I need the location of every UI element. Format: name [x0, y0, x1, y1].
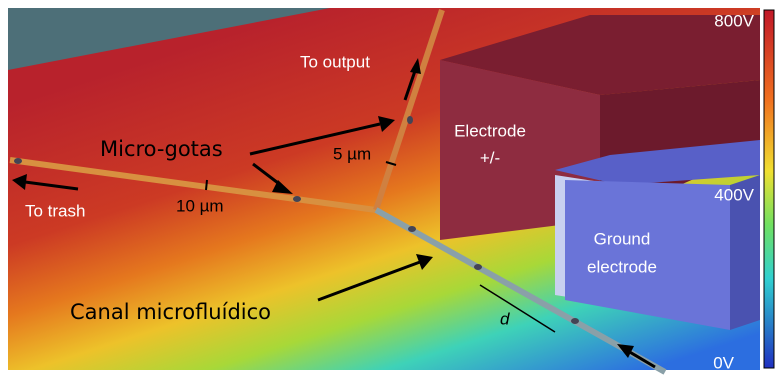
figure: 800V 400V 0V To output Electrode +/- Mic…: [0, 0, 777, 375]
label: Micro-gotas: [100, 137, 223, 161]
page: 800V 400V 0V To output Electrode +/- Mic…: [0, 0, 777, 375]
scale-tick: [206, 180, 207, 190]
label: d: [500, 309, 510, 328]
label: +/-: [480, 148, 500, 167]
colorbar-label: 800V: [714, 11, 754, 30]
label: To output: [300, 52, 370, 71]
colorbar-label: 0V: [713, 353, 734, 372]
label: Canal microfluídico: [70, 300, 271, 324]
label: 10 µm: [176, 196, 224, 215]
colorbar-label: 400V: [714, 185, 754, 204]
label: Ground: [594, 229, 651, 248]
label: electrode: [587, 257, 657, 276]
label: Electrode: [454, 121, 526, 140]
colorbar: [764, 10, 774, 368]
label: To trash: [25, 201, 85, 220]
label: 5 µm: [333, 144, 371, 163]
